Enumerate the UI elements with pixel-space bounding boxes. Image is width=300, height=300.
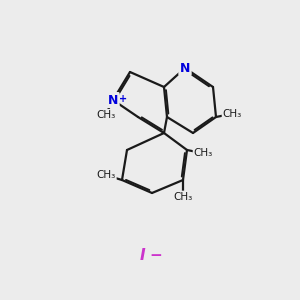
Text: N: N (180, 61, 190, 74)
Text: CH₃: CH₃ (194, 148, 213, 158)
Text: −: − (149, 248, 162, 263)
Text: CH₃: CH₃ (223, 109, 242, 119)
Text: I: I (140, 248, 145, 263)
Text: +: + (119, 94, 127, 103)
Text: CH₃: CH₃ (173, 191, 193, 202)
Text: CH₃: CH₃ (96, 110, 115, 120)
Text: CH₃: CH₃ (97, 170, 116, 180)
Text: N: N (108, 94, 118, 106)
